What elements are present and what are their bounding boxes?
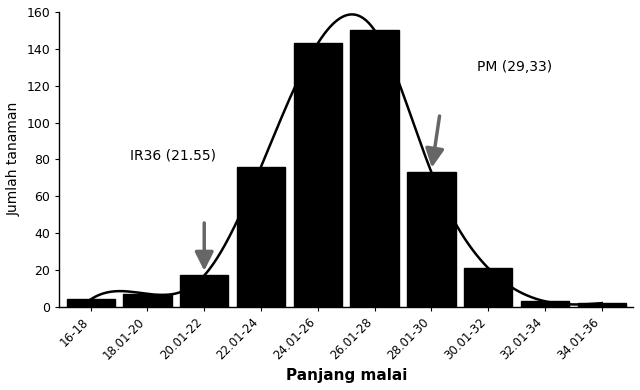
Bar	[464, 268, 513, 307]
Bar	[578, 303, 626, 307]
Text: PM (29,33): PM (29,33)	[477, 60, 552, 74]
Bar	[237, 167, 285, 307]
Y-axis label: Jumlah tanaman: Jumlah tanaman	[7, 102, 21, 216]
Bar	[351, 30, 399, 307]
Bar	[407, 172, 456, 307]
Bar	[124, 294, 172, 307]
Bar	[521, 301, 569, 307]
Bar	[180, 275, 228, 307]
Bar	[294, 43, 342, 307]
X-axis label: Panjang malai: Panjang malai	[285, 368, 407, 383]
Text: IR36 (21.55): IR36 (21.55)	[131, 148, 216, 162]
Bar	[67, 300, 115, 307]
